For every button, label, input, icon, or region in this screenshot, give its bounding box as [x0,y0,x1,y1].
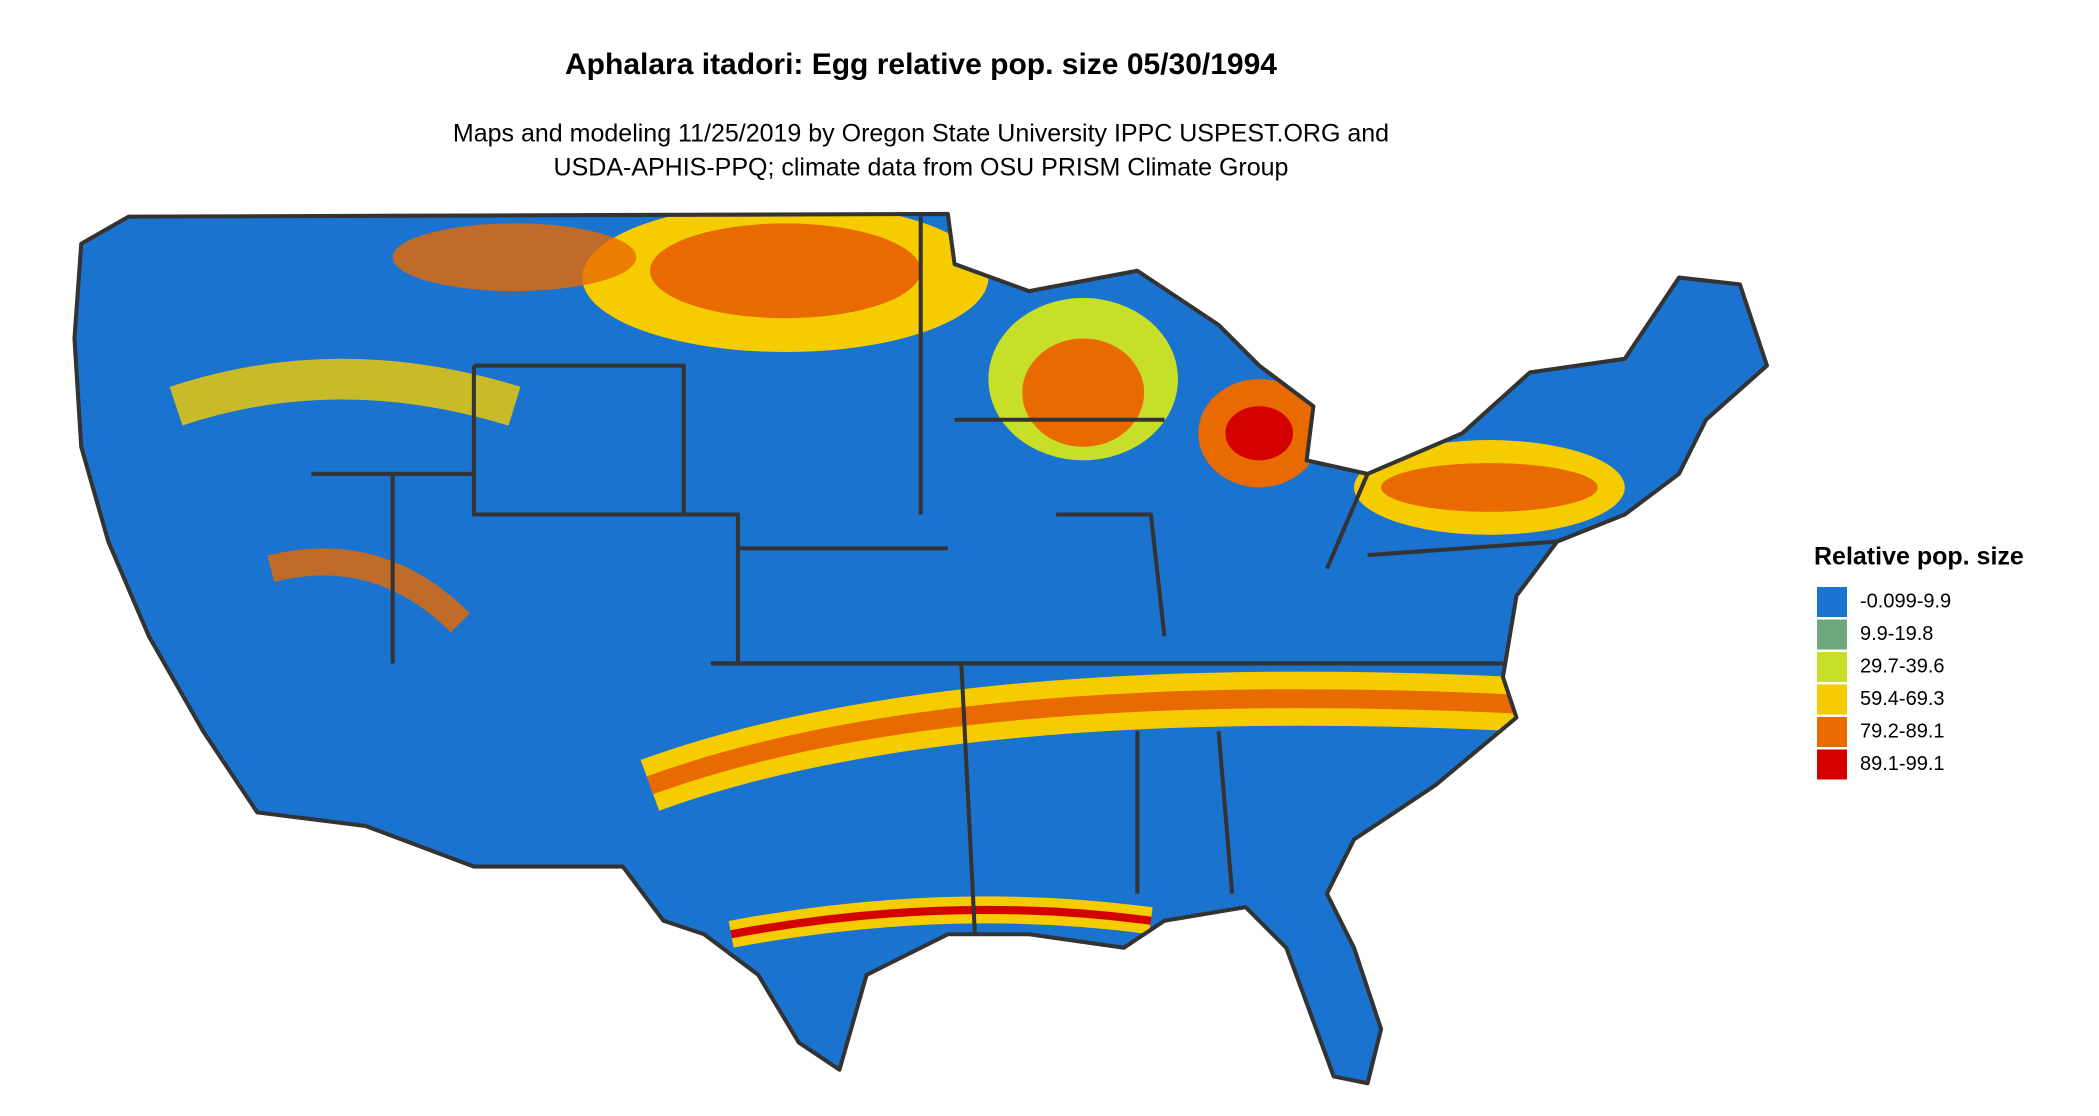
legend-swatch [1817,684,1847,715]
legend-swatch [1817,717,1847,747]
legend-swatch [1817,652,1847,682]
map-title: Aphalara itadori: Egg relative pop. size… [565,48,1277,81]
legend-title: Relative pop. size [1814,543,2024,571]
legend: -0.099-9.9 9.9-19.8 29.7-39.6 59.4-69.3 79.2… [1817,587,1951,780]
legend-label: 79.2-89.1 [1860,720,1945,742]
legend-swatch [1817,619,1847,650]
map-subtitle: USDA-APHIS-PPQ; climate data from OSU PR… [554,154,1289,182]
legend-swatch [1817,749,1847,780]
legend-label: 29.7-39.6 [1860,655,1945,677]
map-subtitle: Maps and modeling 11/25/2019 by Oregon S… [453,120,1389,148]
legend-swatch [1817,587,1847,617]
legend-label: 89.1-99.1 [1860,753,1945,775]
legend-label: 59.4-69.3 [1860,688,1945,710]
legend-label: 9.9-19.8 [1860,623,1933,645]
legend-label: -0.099-9.9 [1860,590,1951,612]
